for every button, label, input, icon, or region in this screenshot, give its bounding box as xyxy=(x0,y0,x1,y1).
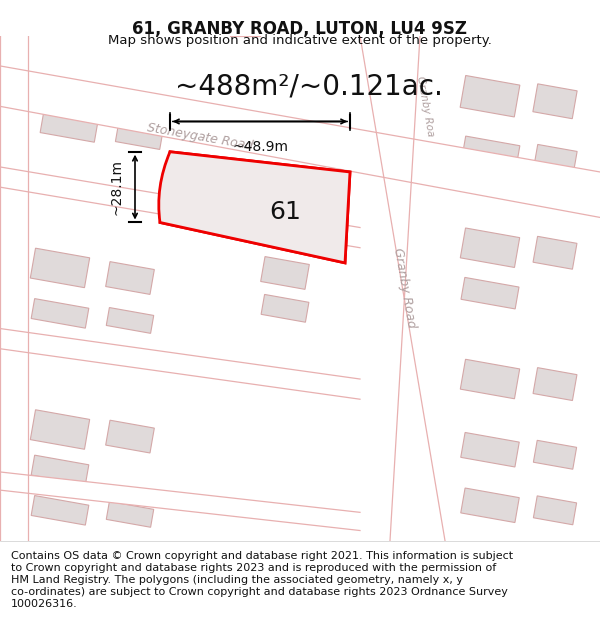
Bar xyxy=(533,236,577,269)
Text: ~48.9m: ~48.9m xyxy=(232,139,288,154)
Bar xyxy=(533,441,577,469)
Bar xyxy=(461,278,519,309)
Bar xyxy=(260,119,310,154)
Text: Stoneygate Road: Stoneygate Road xyxy=(146,121,254,152)
Text: HM Land Registry. The polygons (including the associated geometry, namely x, y: HM Land Registry. The polygons (includin… xyxy=(11,575,463,585)
Bar xyxy=(40,101,100,142)
Bar xyxy=(115,114,164,149)
Polygon shape xyxy=(0,329,360,399)
Text: 61: 61 xyxy=(269,201,301,224)
Bar xyxy=(31,496,89,525)
Bar xyxy=(260,257,310,289)
Bar xyxy=(106,308,154,333)
Bar xyxy=(533,368,577,401)
Bar xyxy=(31,248,89,288)
Text: Granby Roa: Granby Roa xyxy=(415,75,435,138)
Bar xyxy=(106,262,154,294)
Polygon shape xyxy=(360,36,445,541)
Text: Granby Road: Granby Road xyxy=(391,247,418,329)
Text: ~28.1m: ~28.1m xyxy=(109,159,123,215)
Bar xyxy=(533,144,577,179)
Bar xyxy=(106,501,154,528)
Bar xyxy=(533,496,577,525)
Bar xyxy=(106,420,154,453)
Bar xyxy=(31,455,89,485)
Text: ~488m²/~0.121ac.: ~488m²/~0.121ac. xyxy=(175,72,443,100)
Bar xyxy=(31,299,89,328)
Bar xyxy=(460,136,520,178)
Text: to Crown copyright and database rights 2023 and is reproduced with the permissio: to Crown copyright and database rights 2… xyxy=(11,563,496,573)
Polygon shape xyxy=(0,66,600,218)
Bar xyxy=(460,228,520,268)
Bar xyxy=(314,125,356,156)
Text: 100026316.: 100026316. xyxy=(11,599,77,609)
Text: Map shows position and indicative extent of the property.: Map shows position and indicative extent… xyxy=(108,34,492,47)
Bar xyxy=(261,294,309,322)
Text: 61, GRANBY ROAD, LUTON, LU4 9SZ: 61, GRANBY ROAD, LUTON, LU4 9SZ xyxy=(133,20,467,38)
Bar xyxy=(460,76,520,117)
Polygon shape xyxy=(0,167,360,248)
Bar xyxy=(461,432,519,467)
Text: co-ordinates) are subject to Crown copyright and database rights 2023 Ordnance S: co-ordinates) are subject to Crown copyr… xyxy=(11,587,508,597)
PathPatch shape xyxy=(159,152,350,263)
Bar xyxy=(461,488,519,522)
Bar xyxy=(533,84,577,119)
Polygon shape xyxy=(0,472,360,531)
Polygon shape xyxy=(0,36,28,541)
Polygon shape xyxy=(230,36,260,172)
Polygon shape xyxy=(160,152,350,263)
Bar xyxy=(31,410,89,449)
Bar xyxy=(460,359,520,399)
Text: Contains OS data © Crown copyright and database right 2021. This information is : Contains OS data © Crown copyright and d… xyxy=(11,551,513,561)
